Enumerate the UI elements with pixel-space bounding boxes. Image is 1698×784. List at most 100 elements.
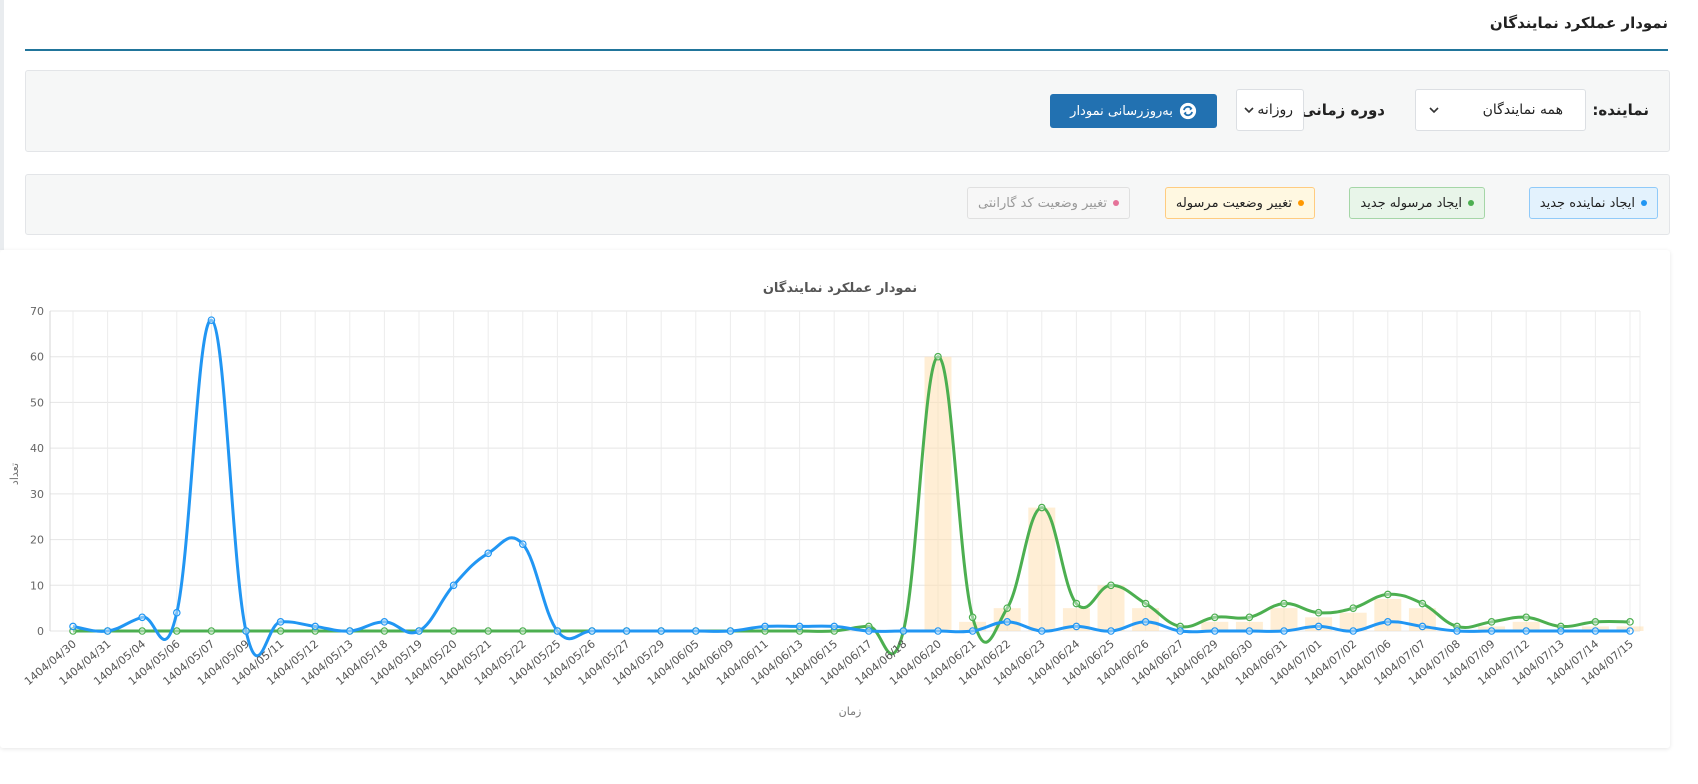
chevron-down-icon: [1243, 100, 1255, 124]
data-point: [69, 622, 77, 631]
data-point: [276, 627, 285, 635]
series-toggle-1[interactable]: ایجاد نماینده جدید: [1528, 187, 1658, 219]
data-point: [138, 627, 147, 635]
data-point: [934, 627, 942, 635]
y-tick-label: 50: [30, 396, 44, 409]
bar-mark: [1581, 626, 1609, 631]
refresh-chart-button[interactable]: به‌روزرسانی نمودار: [1050, 94, 1217, 128]
data-point: [1384, 590, 1392, 599]
data-point: [1072, 622, 1081, 631]
data-point: [934, 352, 942, 361]
data-point: [1003, 604, 1012, 612]
series-toggle-label: تغییر وضعیت کد گارانتی: [977, 195, 1107, 211]
data-point: [1487, 618, 1496, 626]
legend-dot-icon: [1468, 200, 1474, 206]
legend-dot-icon: [1298, 200, 1304, 206]
page-header: نمودار عملکرد نمایندگان: [25, 0, 1668, 51]
chevron-down-icon: [1428, 100, 1440, 124]
data-point: [795, 622, 804, 631]
data-point: [1349, 604, 1358, 612]
data-point: [1626, 627, 1634, 635]
data-point: [968, 627, 977, 635]
data-point: [553, 627, 562, 635]
filter-row: نماینده: همه نمایندگان دوره زمانی: روزان…: [26, 71, 1669, 151]
series-toggle-label: تغییر وضعیت مرسوله: [1175, 195, 1292, 211]
data-point: [1314, 622, 1323, 631]
legend-dot-icon: [1641, 200, 1647, 206]
data-point: [1591, 618, 1600, 626]
data-point: [830, 622, 839, 631]
y-tick-label: 10: [30, 579, 44, 592]
bar-mark: [1512, 621, 1540, 631]
data-point: [726, 627, 735, 635]
data-point: [1141, 618, 1150, 626]
bar-mark: [1132, 608, 1160, 631]
data-point: [1038, 503, 1046, 512]
data-point: [311, 622, 320, 631]
data-point: [1245, 613, 1254, 622]
data-point: [173, 608, 181, 617]
data-point: [1418, 599, 1427, 608]
data-point: [173, 627, 181, 635]
chart-title: نمودار عملکرد نمایندگان: [763, 280, 917, 296]
period-select[interactable]: روزانه: [1236, 89, 1304, 131]
data-point: [449, 581, 458, 590]
bar-mark: [1062, 608, 1090, 631]
data-point: [103, 627, 112, 635]
data-point: [1107, 581, 1115, 590]
data-point: [1003, 618, 1012, 626]
data-point: [1141, 599, 1150, 608]
agent-label: نماینده:: [1592, 101, 1649, 119]
data-point: [1522, 613, 1531, 622]
performance-chart: نمودار عملکرد نمایندگان01020304050607014…: [8, 280, 1644, 718]
y-tick-label: 40: [30, 442, 44, 455]
data-point: [1211, 613, 1219, 622]
bar-mark: [1235, 621, 1263, 631]
refresh-icon: [1179, 102, 1197, 120]
data-point: [1453, 627, 1461, 635]
agent-select-value: همه نمایندگان: [1482, 102, 1563, 118]
data-point: [588, 627, 596, 635]
data-point: [207, 316, 216, 324]
legend-dot-icon: [1113, 200, 1119, 206]
bar-mark: [1097, 585, 1125, 631]
data-point: [622, 627, 631, 635]
data-point: [864, 627, 873, 635]
series-toggle-label: ایجاد نماینده جدید: [1539, 195, 1635, 211]
data-point: [1280, 599, 1288, 608]
data-point: [1176, 627, 1185, 635]
bar-mark: [1339, 612, 1367, 631]
bar-mark: [1201, 621, 1229, 631]
y-tick-label: 70: [30, 305, 44, 318]
data-point: [1384, 618, 1392, 626]
data-point: [484, 627, 493, 635]
left-edge-strip: [0, 0, 4, 250]
y-tick-label: 30: [30, 488, 44, 501]
chart-card: نمودار عملکرد نمایندگان 0 10 20 30 40 50 60 70 14…: [0, 250, 1670, 748]
data-point: [691, 627, 700, 635]
data-point: [138, 613, 147, 622]
data-point: [1211, 627, 1219, 635]
bar-mark: [1616, 626, 1644, 631]
y-axis-title: تعداد: [8, 463, 21, 485]
data-point: [449, 627, 458, 635]
y-tick-label: 60: [30, 351, 44, 364]
data-point: [1107, 627, 1115, 635]
bar-mark: [1270, 608, 1298, 631]
data-point: [657, 627, 666, 635]
bar-mark: [1374, 599, 1402, 631]
data-point: [1245, 627, 1254, 635]
period-label: دوره زمانی:: [1294, 101, 1385, 119]
data-point: [1557, 627, 1565, 635]
bar-mark: [959, 621, 987, 631]
data-point: [1038, 627, 1046, 635]
series-toggle-3[interactable]: تغییر وضعیت مرسوله: [1164, 187, 1315, 219]
agent-select[interactable]: همه نمایندگان: [1415, 89, 1586, 131]
data-point: [1349, 627, 1358, 635]
series-toggle-2[interactable]: ایجاد مرسوله جدید: [1349, 187, 1485, 219]
series-toggle-4[interactable]: تغییر وضعیت کد گارانتی: [966, 187, 1130, 219]
x-axis-title: زمان: [839, 705, 862, 718]
bar-mark: [993, 608, 1021, 631]
data-point: [345, 627, 354, 635]
data-point: [415, 627, 423, 635]
